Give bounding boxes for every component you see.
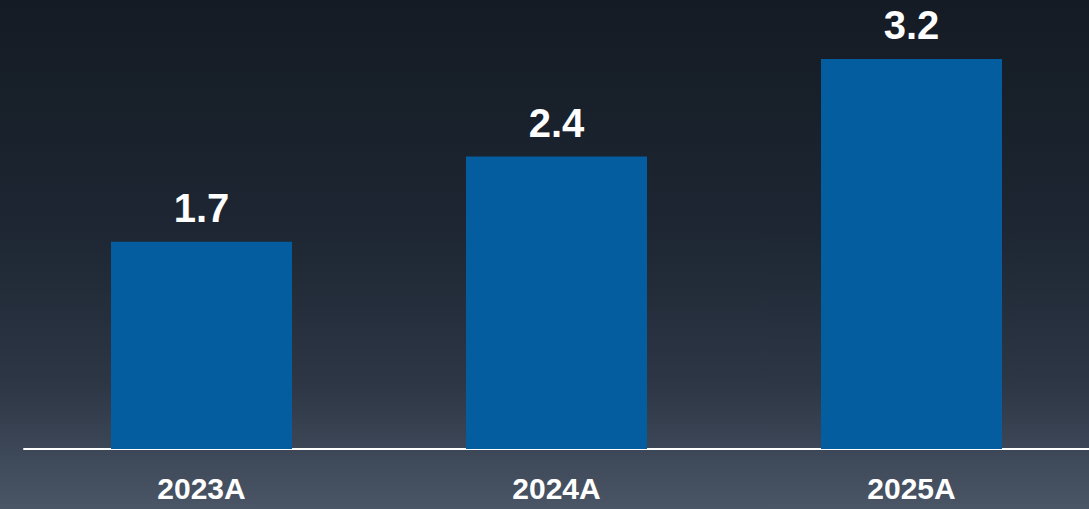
svg-text:3.2: 3.2 [884, 3, 940, 47]
svg-text:2024A: 2024A [512, 472, 600, 505]
svg-text:1.7: 1.7 [174, 186, 230, 230]
svg-text:2.4: 2.4 [529, 101, 585, 145]
svg-text:2023A: 2023A [157, 472, 245, 505]
svg-text:2025A: 2025A [867, 472, 955, 505]
